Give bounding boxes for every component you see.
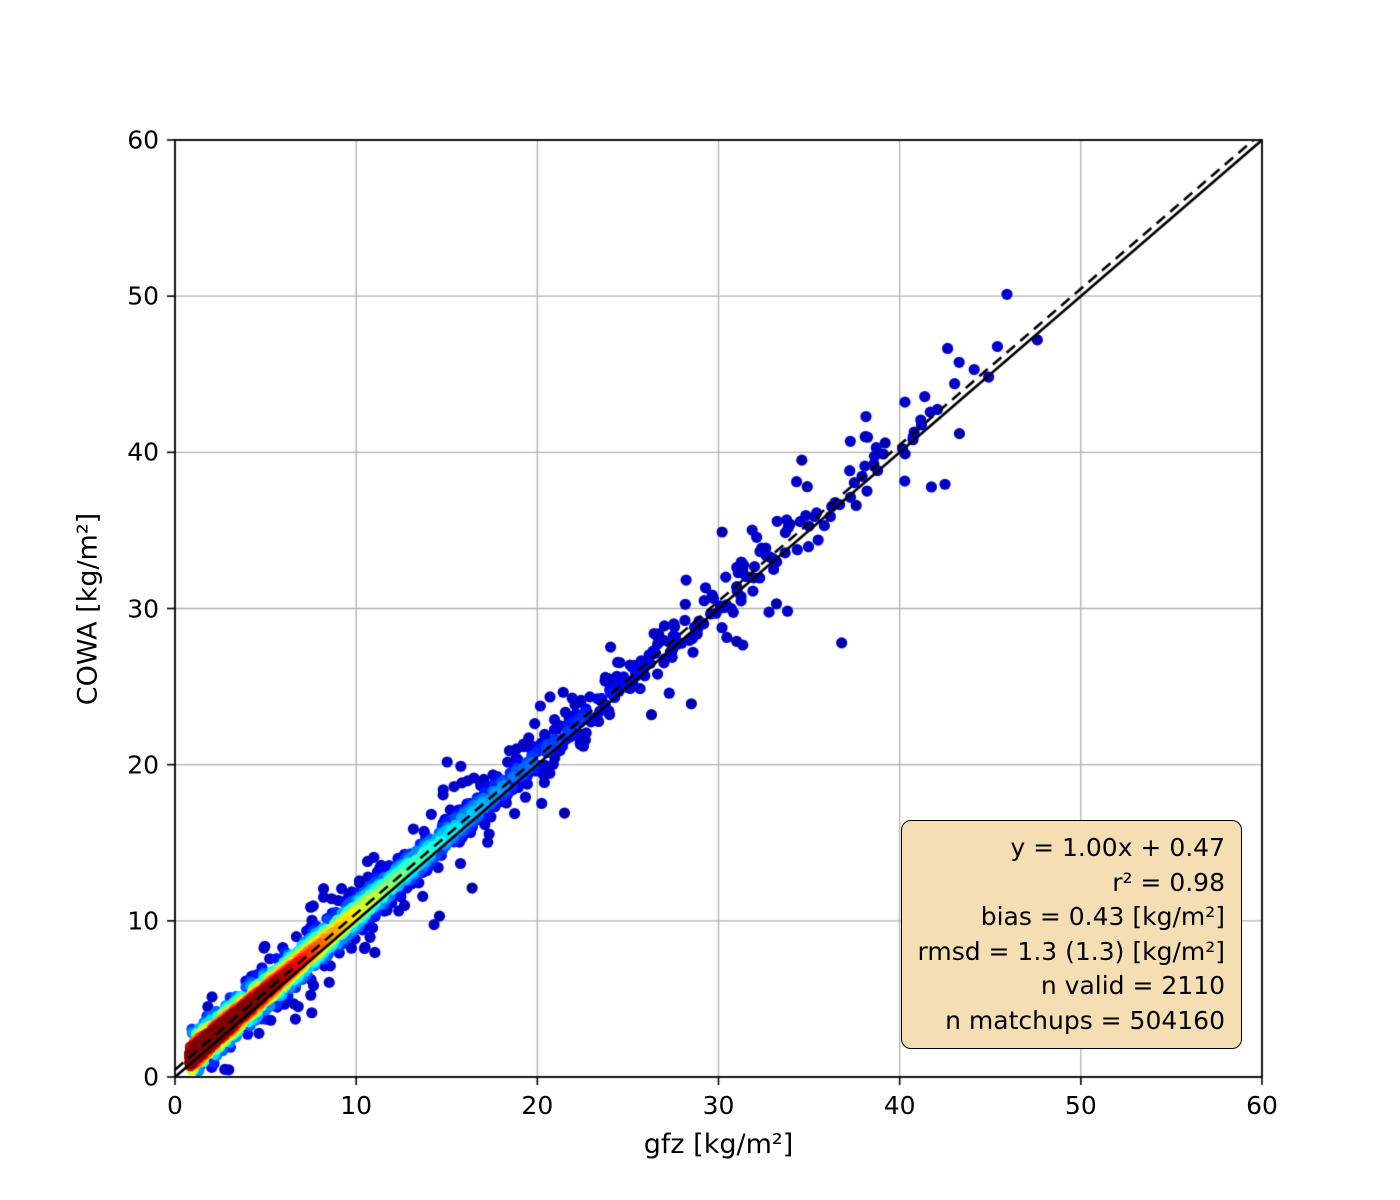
x-tick-label: 50 [1064, 1091, 1097, 1120]
x-tick-label: 10 [340, 1091, 373, 1120]
stats-line: y = 1.00x + 0.47 [1010, 833, 1225, 862]
y-tick-label: 30 [127, 594, 159, 623]
x-tick-label: 0 [167, 1091, 183, 1120]
stats-line: r² = 0.98 [1112, 867, 1225, 897]
x-axis-label: gfz [kg/m²] [643, 1129, 794, 1160]
y-axis-label: COWA [kg/m²] [72, 512, 104, 705]
stats-line: rmsd = 1.3 (1.3) [kg/m²] [917, 936, 1226, 966]
y-tick-label: 20 [127, 750, 159, 780]
x-tick-label: 30 [702, 1091, 735, 1120]
y-tick-label: 0 [143, 1062, 159, 1092]
x-tick-label: 60 [1246, 1091, 1278, 1120]
y-tick-label: 60 [127, 125, 159, 155]
stats-line: n matchups = 504160 [945, 1005, 1225, 1035]
x-tick-label: 20 [521, 1091, 554, 1120]
y-tick-label: 10 [127, 906, 159, 936]
y-tick-label: 50 [127, 281, 159, 311]
stats-line: bias = 0.43 [kg/m²] [980, 902, 1225, 931]
y-tick-label: 40 [127, 437, 159, 467]
stats-line: n valid = 2110 [1040, 971, 1225, 1000]
stats-box: y = 1.00x + 0.47 r² = 0.98 bias = 0.43 [kg… [900, 820, 1242, 1049]
x-tick-label: 40 [883, 1091, 916, 1120]
